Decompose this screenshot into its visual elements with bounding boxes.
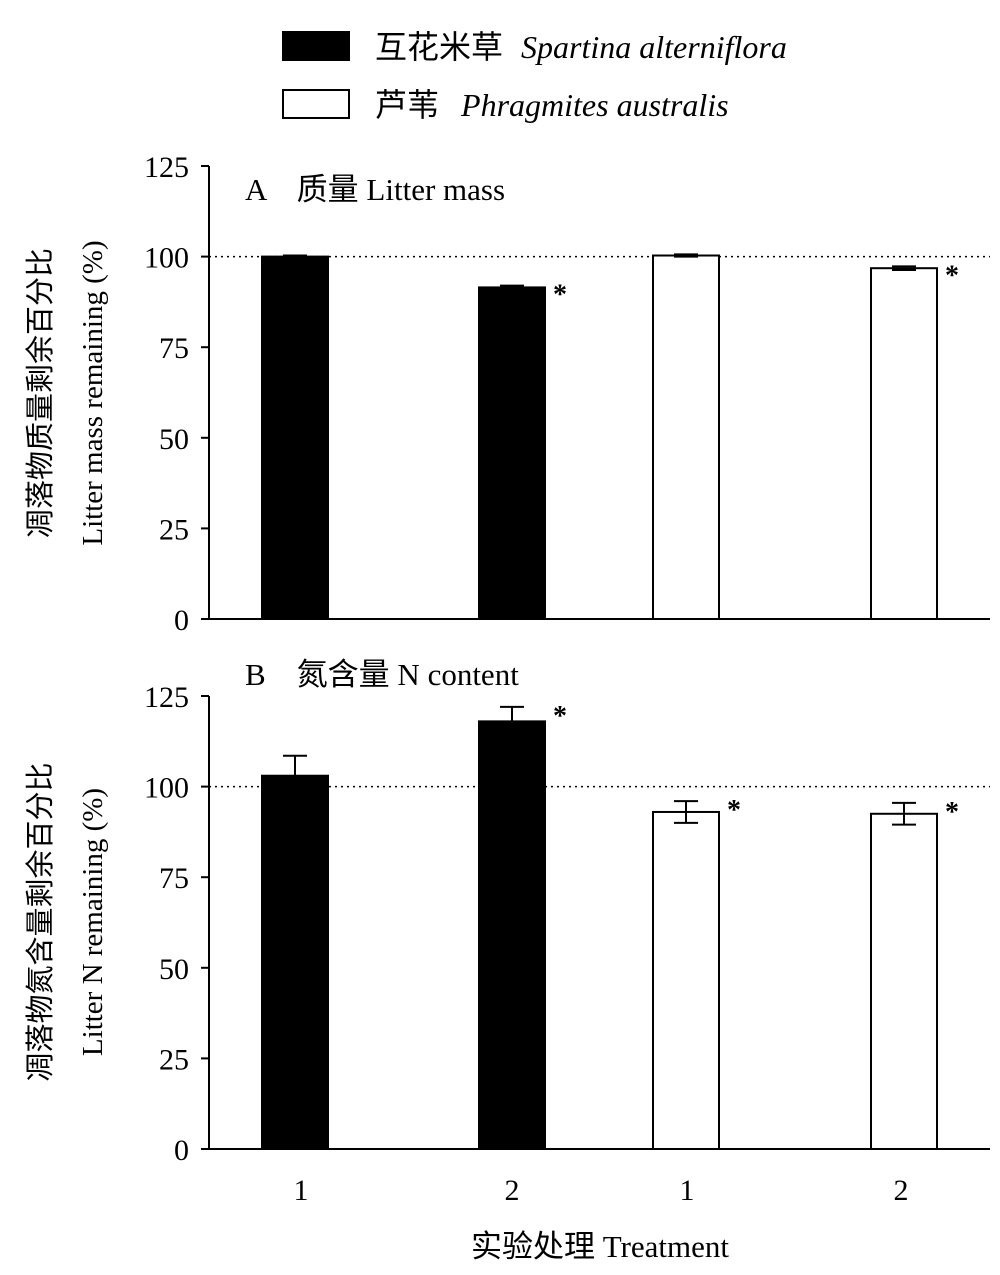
- panel-b-title: B 氮含量 N content: [245, 657, 519, 692]
- panel-a-bar-2: [478, 286, 546, 620]
- panel-b-ytick-label: 125: [144, 681, 189, 714]
- panel-a-ytick-label: 25: [159, 513, 189, 546]
- panel-b-bars-layer: * * *: [261, 701, 959, 1151]
- panel-b-bar-4: [870, 812, 938, 1151]
- panel-b-significance-2: *: [553, 701, 567, 732]
- panel-a-bar-4: [870, 267, 938, 620]
- panel-a: A 质量 Litter mass 凋落物质量剩余百分比 Litter mass …: [24, 151, 990, 637]
- panel-b-ylabel-zh: 凋落物氮含量剩余百分比: [24, 762, 57, 1081]
- panel-a-bars-layer: **: [261, 253, 959, 621]
- legend: 互花米草 Spartina alterniflora 芦苇 Phragmites…: [282, 29, 787, 123]
- panel-a-ytick-label: 50: [159, 423, 189, 456]
- panel-b-ytick-label: 25: [159, 1043, 189, 1076]
- panel-a-ytick-label: 75: [159, 332, 189, 365]
- panel-a-significance-4: *: [945, 260, 959, 291]
- legend-swatch-phragmites: [282, 89, 350, 119]
- panel-b-ytick-label: 0: [174, 1134, 189, 1167]
- panel-a-ylabel-en: Litter mass remaining (%): [77, 240, 109, 545]
- panel-a-ytick-label: 100: [144, 242, 189, 275]
- x-category-label-1: 1: [294, 1174, 309, 1207]
- panel-a-ytick-label: 125: [144, 151, 189, 184]
- legend-label-phragmites: 芦苇 Phragmites australis: [375, 87, 729, 123]
- panel-b-ytick-label: 50: [159, 953, 189, 986]
- panel-b-ylabel-en: Litter N remaining (%): [77, 788, 109, 1056]
- legend-label-spartina-latin: Spartina alterniflora: [521, 29, 787, 65]
- x-axis-title: 实验处理 Treatment: [471, 1229, 729, 1264]
- panel-b-bar-1: [261, 774, 329, 1151]
- panel-a-ytick-label: 0: [174, 604, 189, 637]
- x-category-label-2: 2: [505, 1174, 520, 1207]
- x-category-labels: 1 2 1 2: [294, 1174, 909, 1207]
- x-category-label-4: 2: [894, 1174, 909, 1207]
- panel-b-ytick-label: 75: [159, 862, 189, 895]
- legend-label-phragmites-latin: Phragmites australis: [460, 87, 729, 123]
- panel-b-bar-3: [652, 810, 720, 1151]
- panel-b: B 氮含量 N content 凋落物氮含量剩余百分比 Litter N rem…: [24, 657, 990, 1167]
- legend-label-spartina-zh: 互花米草: [375, 29, 503, 65]
- panel-a-title: A 质量 Litter mass: [245, 172, 505, 207]
- legend-swatch-spartina: [282, 31, 350, 61]
- legend-label-phragmites-zh: 芦苇: [375, 87, 439, 123]
- panel-b-significance-4: *: [945, 797, 959, 828]
- panel-a-axes-layer: 0 25 50 75 100 125: [144, 151, 990, 637]
- panel-b-ytick-label: 100: [144, 772, 189, 805]
- panel-b-axes-layer: 0 25 50 75 100 125: [144, 681, 990, 1167]
- panel-a-bar-1: [261, 255, 329, 620]
- panel-b-significance-3: *: [727, 795, 741, 826]
- panel-a-bar-3: [652, 254, 720, 621]
- x-category-label-3: 1: [680, 1174, 695, 1207]
- panel-b-bar-2: [478, 720, 546, 1150]
- panel-a-significance-2: *: [553, 280, 567, 311]
- panel-a-ylabel-zh: 凋落物质量剩余百分比: [24, 248, 57, 538]
- legend-label-spartina: 互花米草 Spartina alterniflora: [375, 29, 787, 65]
